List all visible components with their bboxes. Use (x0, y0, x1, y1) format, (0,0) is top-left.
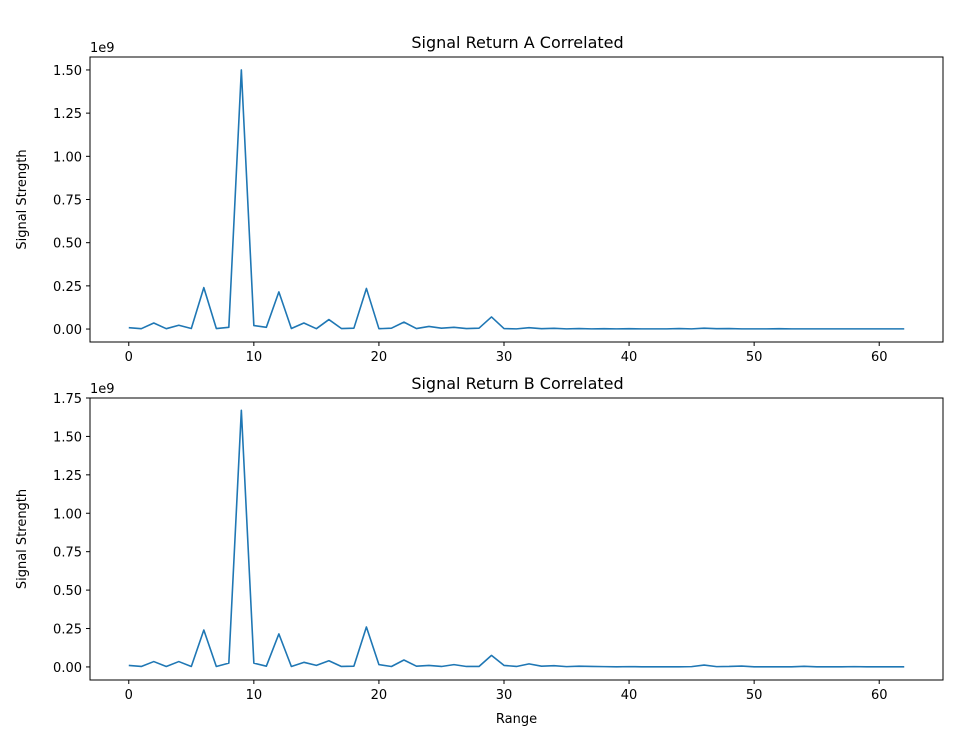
x-tick-label: 40 (621, 688, 638, 703)
x-tick-label: 20 (371, 350, 388, 365)
x-tick-label: 20 (371, 688, 388, 703)
y-tick-label: 1.00 (53, 150, 82, 165)
y-tick-label: 1.75 (53, 392, 82, 407)
x-tick-label: 10 (246, 350, 263, 365)
chart-b: 0 10 20 30 40 50 60 0.00 0.25 0.50 0.75 1.00 1.25 1.5… (15, 374, 944, 727)
x-tick-label: 30 (496, 688, 513, 703)
y-tick-label: 0.25 (53, 280, 82, 295)
x-tick-label: 50 (746, 350, 763, 365)
y-tick-label: 1.50 (53, 64, 82, 79)
y-tick-label: 0.25 (53, 623, 82, 638)
y-tick-label: 0.75 (53, 546, 82, 561)
y-axis-label: Signal Strength (15, 489, 30, 589)
y-tick-label: 0.75 (53, 194, 82, 209)
chart-title: Signal Return A Correlated (411, 33, 623, 52)
y-tick-label: 1.50 (53, 430, 82, 445)
y-offset-label: 1e9 (90, 382, 115, 397)
x-tick-label: 0 (125, 350, 133, 365)
y-axis-label: Signal Strength (15, 149, 30, 249)
plot-frame (89, 56, 944, 343)
y-tick-label: 0.00 (53, 323, 82, 338)
x-tick-label: 0 (125, 688, 133, 703)
y-tick-label: 1.00 (53, 507, 82, 522)
x-axis-label: Range (496, 712, 537, 727)
y-tick-label: 0.50 (53, 237, 82, 252)
y-tick-label: 0.00 (53, 661, 82, 676)
plot-frame (89, 397, 944, 681)
x-tick-label: 30 (496, 350, 513, 365)
chart-a: 0 10 20 30 40 50 60 0.00 0.25 0.50 0.75 1.00 1.25 1.5… (15, 33, 944, 365)
series-line (128, 69, 905, 330)
x-tick-label: 50 (746, 688, 763, 703)
x-tick-label: 40 (621, 350, 638, 365)
y-tick-label: 0.50 (53, 584, 82, 599)
x-tick-label: 60 (871, 350, 888, 365)
y-tick-label: 1.25 (53, 469, 82, 484)
x-tick-label: 60 (871, 688, 888, 703)
chart-title: Signal Return B Correlated (411, 374, 623, 393)
series-line (128, 409, 905, 668)
x-tick-label: 10 (246, 688, 263, 703)
y-tick-label: 1.25 (53, 107, 82, 122)
y-offset-label: 1e9 (90, 41, 115, 56)
